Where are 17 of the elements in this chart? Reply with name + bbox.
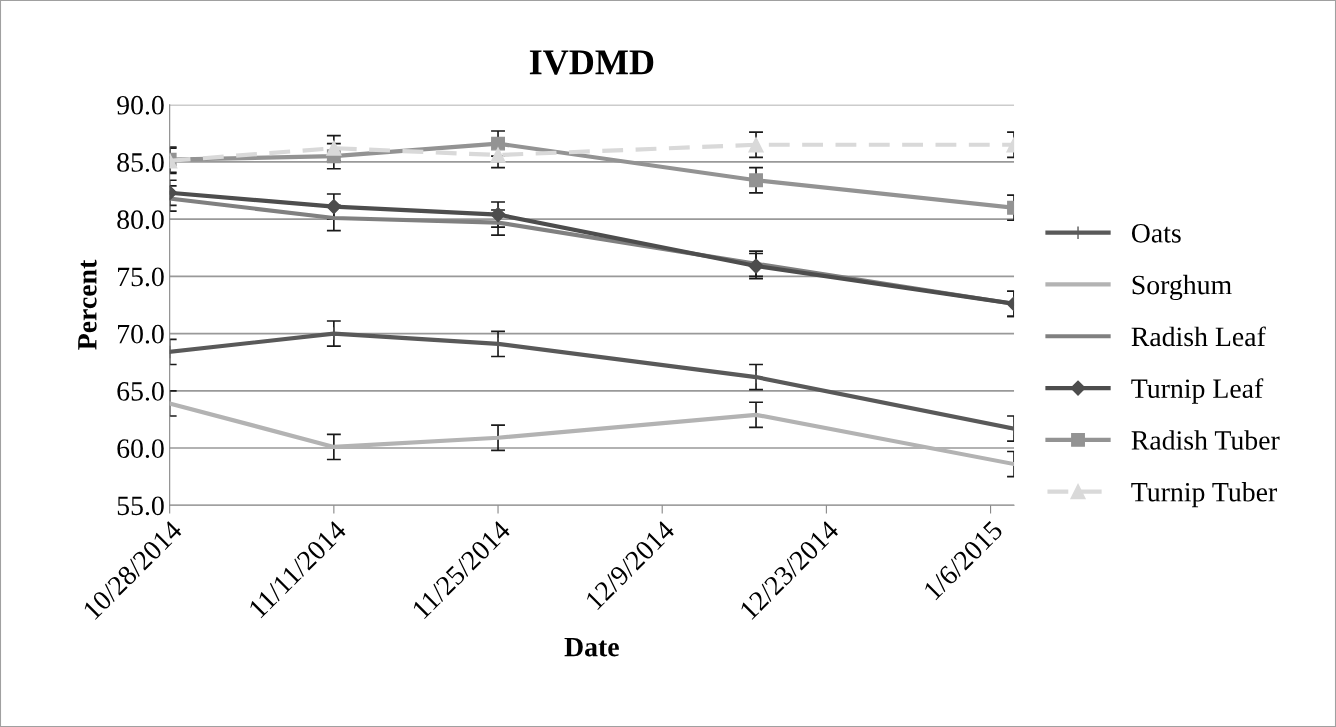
y-tick-label: 65.0	[117, 381, 164, 401]
legend-label: Radish Leaf	[1131, 326, 1266, 347]
y-tick-label: 85.0	[117, 153, 164, 172]
legend-label: Radish Tuber	[1131, 430, 1280, 450]
legend-label: Sorghum	[1132, 274, 1232, 301]
x-axis-title: Date	[564, 637, 619, 657]
y-tick-label: 90.0	[117, 95, 164, 115]
y-tick-label: 70.0	[118, 324, 164, 344]
chart-title: IVDMD	[529, 50, 654, 75]
y-tick-label: 55.0	[117, 496, 164, 516]
y-tick-label: 80.0	[117, 210, 164, 230]
y-tick-label: 75.0	[118, 267, 164, 287]
y-tick-label: 60.0	[117, 439, 164, 459]
legend-label: Turnip Tuber	[1131, 482, 1277, 508]
y-axis-title: Percent	[78, 259, 97, 350]
legend-label: Oats	[1131, 223, 1181, 243]
legend-label: Turnip Leaf	[1131, 378, 1264, 404]
